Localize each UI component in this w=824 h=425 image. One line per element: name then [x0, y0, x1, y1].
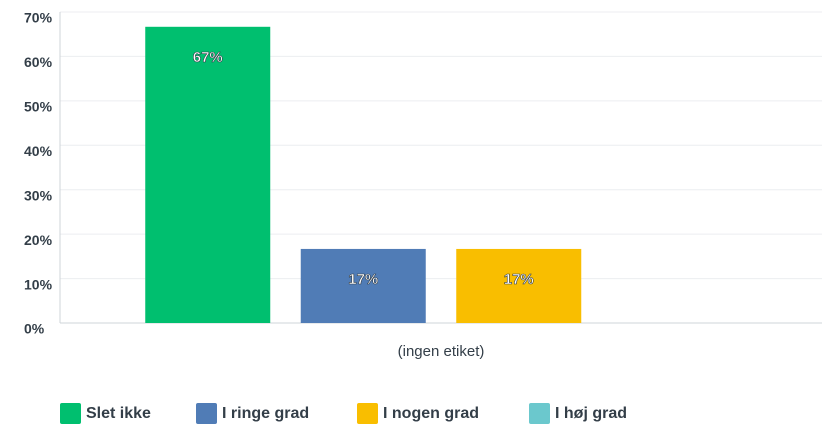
y-tick-label: 60% [24, 54, 53, 70]
data-label: 67% [193, 49, 223, 66]
y-tick-label: 30% [24, 187, 53, 203]
y-tick-label: 40% [24, 143, 53, 159]
y-tick-label: 50% [24, 99, 53, 115]
legend-swatch [60, 403, 81, 424]
legend-swatch [529, 403, 550, 424]
y-tick-label: 10% [24, 276, 53, 292]
y-tick-label: 0% [24, 321, 45, 337]
x-tick-label: (ingen etiket) [398, 343, 485, 360]
legend-label: Slet ikke [86, 405, 151, 422]
bar [300, 248, 426, 323]
y-tick-label: 70% [24, 10, 53, 26]
bar [456, 248, 582, 323]
data-label: 17% [348, 271, 378, 288]
legend-label: I nogen grad [383, 405, 479, 422]
legend-label: I ringe grad [222, 405, 309, 422]
y-tick-label: 20% [24, 232, 53, 248]
data-label: 17% [504, 271, 534, 288]
legend-label: I høj grad [555, 405, 627, 422]
legend-swatch [196, 403, 217, 424]
legend-swatch [357, 403, 378, 424]
bar [145, 26, 271, 324]
